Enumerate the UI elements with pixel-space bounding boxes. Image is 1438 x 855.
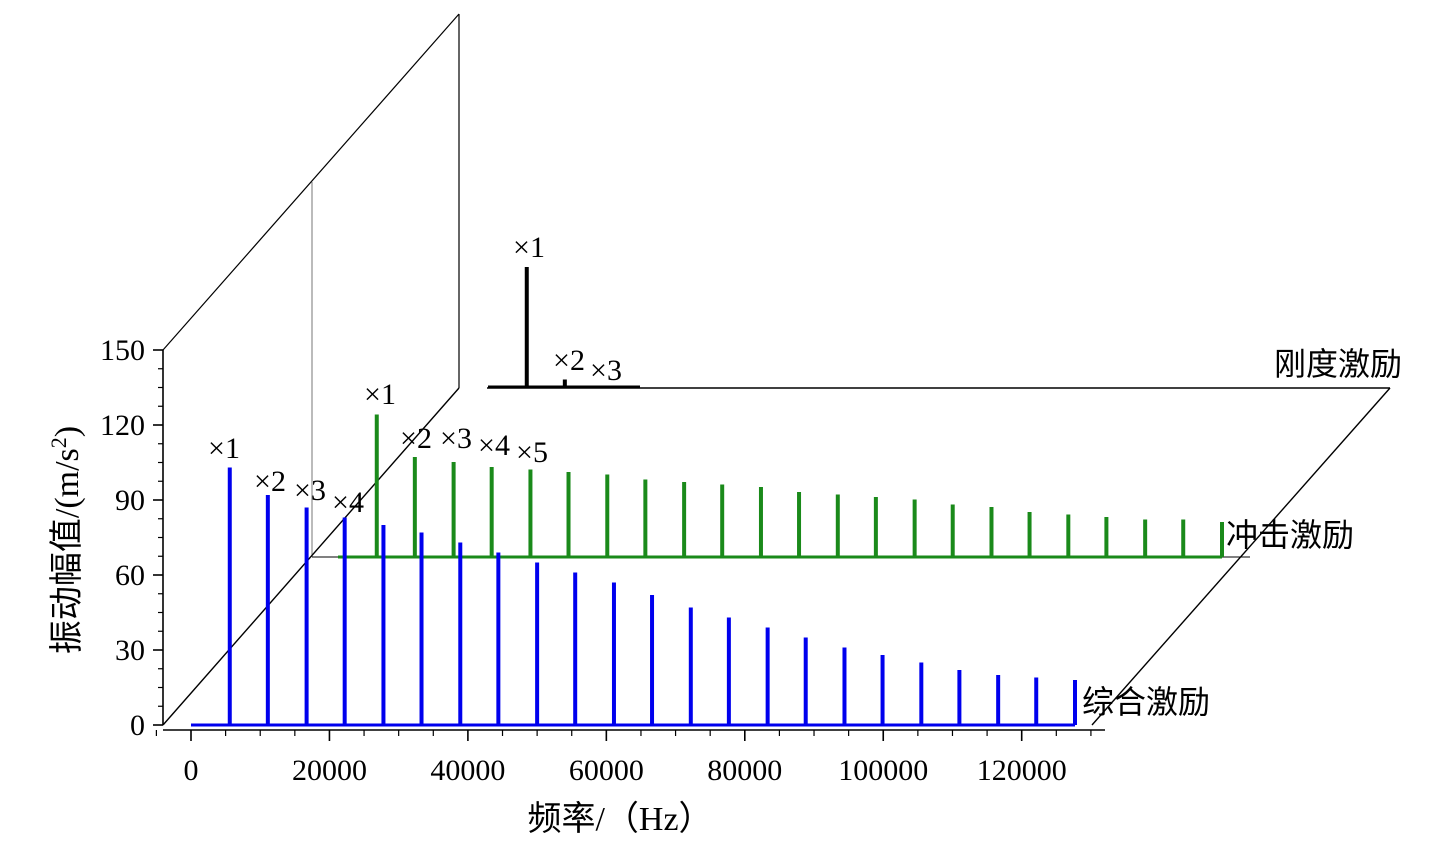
y-axis-label: 振动幅值/(m/s2) — [46, 426, 86, 654]
harmonic-label: ×4 — [478, 429, 510, 462]
x-tick-label: 0 — [184, 754, 199, 787]
x-tick-label: 40000 — [430, 754, 505, 787]
x-axis-label: 频率/（Hz） — [527, 800, 712, 838]
series-label: 冲击激励 — [1226, 517, 1354, 553]
floor-left-edge — [162, 387, 460, 726]
harmonic-label: ×2 — [553, 344, 585, 377]
y-tick-label: 60 — [115, 559, 145, 592]
x-tick-label: 60000 — [569, 754, 644, 787]
y-tick-label: 120 — [100, 409, 145, 442]
harmonic-label: ×4 — [332, 486, 364, 519]
harmonic-label: ×3 — [294, 474, 326, 507]
harmonic-label: ×3 — [440, 422, 472, 455]
x-tick-label: 20000 — [292, 754, 367, 787]
harmonic-label: ×2 — [400, 422, 432, 455]
axes: 0 30 60 90 120 150 0 20000 40000 60000 80000 100000… — [100, 334, 1105, 787]
y-tick-label: 150 — [100, 334, 145, 367]
y-tick-label: 30 — [115, 634, 145, 667]
bars — [191, 267, 1224, 727]
y-tick-label: 0 — [130, 709, 145, 742]
harmonic-label: ×1 — [364, 378, 396, 411]
y-tick-label: 90 — [115, 484, 145, 517]
series-label: 综合激励 — [1082, 684, 1210, 720]
back-wall-top-edge — [162, 13, 460, 351]
harmonic-label: ×5 — [516, 436, 548, 469]
series-label: 刚度激励 — [1274, 346, 1402, 382]
x-tick-label: 80000 — [707, 754, 782, 787]
harmonic-label: ×3 — [590, 354, 622, 387]
harmonic-label: ×1 — [513, 231, 545, 264]
chart-frame — [162, 13, 1391, 726]
x-tick-label: 120000 — [977, 754, 1067, 787]
harmonic-label: ×2 — [254, 465, 286, 498]
harmonic-label: ×1 — [208, 432, 240, 465]
x-tick-label: 100000 — [838, 754, 928, 787]
